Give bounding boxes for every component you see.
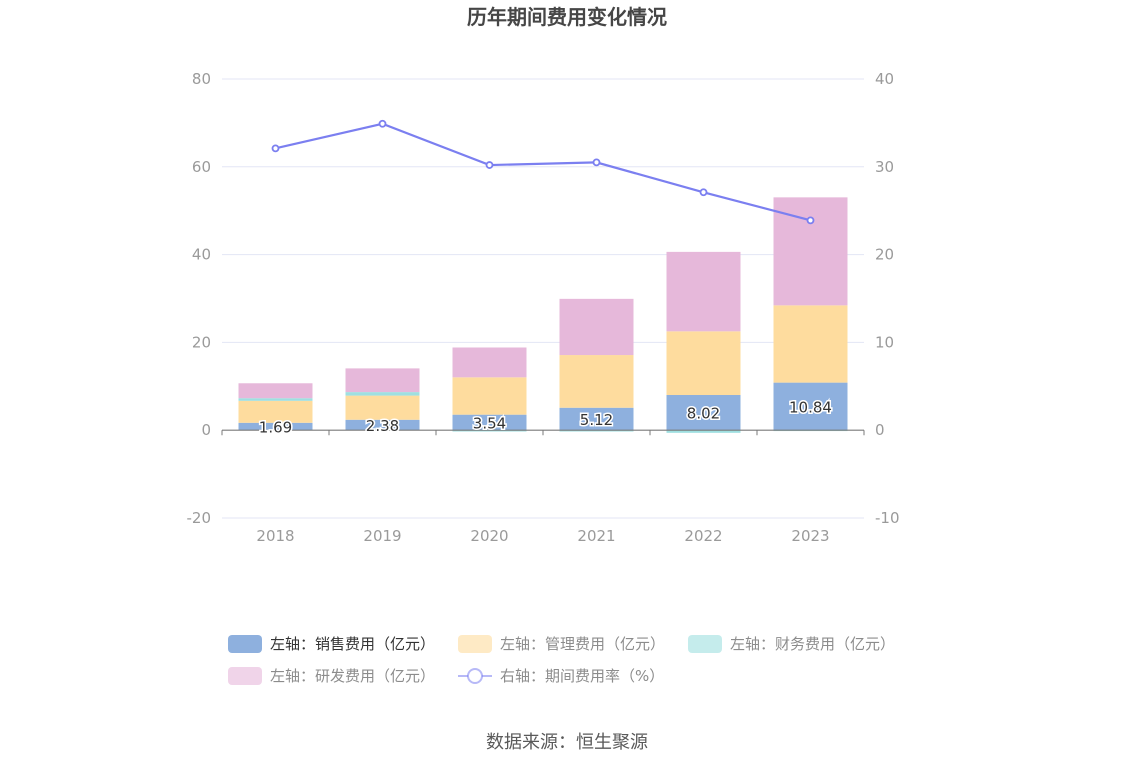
bar-segment [666, 331, 741, 395]
legend-item: 左轴：财务费用（亿元） [688, 635, 895, 653]
left-tick-label: 80 [192, 70, 211, 88]
x-tick-label: 2018 [256, 527, 294, 545]
bar-value-label: 1.69 [259, 418, 292, 436]
bar-segment [559, 407, 634, 431]
bar-segment [345, 392, 420, 396]
bar-segment [773, 305, 848, 383]
legend-item: 左轴：销售费用（亿元） [228, 635, 435, 653]
bar-segment [345, 368, 420, 393]
bar-segment [773, 382, 848, 431]
x-axis-ticks: 2018 2019 2020 2021 2022 2023 [256, 527, 829, 545]
rate-line [275, 122, 811, 222]
legend-swatch [228, 667, 262, 685]
legend-swatch [688, 635, 722, 653]
bar-segment [559, 298, 634, 356]
legend-label: 左轴：财务费用（亿元） [730, 635, 895, 653]
rate-point [485, 161, 494, 169]
bar-segment [666, 430, 741, 433]
legend-label: 左轴：管理费用（亿元） [500, 635, 665, 653]
bar-segment [452, 347, 527, 378]
legend-item: 右轴：期间费用率（%） [458, 667, 664, 685]
grid-lines [222, 78, 864, 519]
legend-swatch [228, 635, 262, 653]
bar-segment [345, 395, 420, 420]
legend-marker [467, 668, 483, 684]
data-labels: 1.69 2.38 3.54 5.12 8.02 10.84 [257, 397, 833, 438]
bar-segment [559, 430, 634, 432]
data-source: 数据来源：恒生聚源 [486, 732, 648, 753]
rate-point [699, 188, 708, 197]
left-tick-label: -20 [187, 509, 212, 527]
legend-item: 左轴：研发费用（亿元） [228, 667, 435, 685]
legend: 左轴：销售费用（亿元） 左轴：管理费用（亿元） 左轴：财务费用（亿元） 左轴：研发费用… [228, 635, 895, 685]
bar-segment [666, 394, 741, 431]
left-tick-label: 20 [192, 333, 211, 351]
rate-line-series [271, 119, 815, 225]
legend-label: 左轴：销售费用（亿元） [270, 635, 435, 653]
bar-value-label: 10.84 [789, 398, 832, 416]
bar-segment [345, 419, 420, 431]
left-axis-ticks: 80 60 40 20 0 -20 [187, 70, 212, 527]
right-axis-ticks: 40 30 20 10 0 -10 [875, 70, 900, 527]
bar-segment [452, 414, 527, 431]
chart-title: 历年期间费用变化情况 [467, 5, 667, 29]
legend-swatch [458, 635, 492, 653]
left-tick-label: 0 [201, 421, 211, 439]
left-tick-label: 40 [192, 246, 211, 264]
bar-segment [452, 430, 527, 432]
bar-segment [452, 377, 527, 415]
x-tick-label: 2023 [791, 527, 829, 545]
bar-segment [559, 355, 634, 408]
bar-segment [238, 383, 313, 399]
right-tick-label: 20 [875, 246, 894, 264]
bar-segment [666, 251, 741, 332]
bar-value-label: 2.38 [366, 417, 399, 435]
rate-point [806, 216, 815, 225]
bar-segment [773, 197, 848, 306]
x-tick-label: 2022 [684, 527, 722, 545]
right-tick-label: 10 [875, 333, 894, 351]
bar-segment [238, 422, 313, 431]
bar-segment [238, 398, 313, 401]
bar-segment [238, 400, 313, 423]
bar-value-label: 3.54 [473, 414, 506, 432]
left-tick-label: 60 [192, 158, 211, 176]
legend-label: 左轴：研发费用（亿元） [270, 667, 435, 685]
bar-series [238, 197, 848, 433]
rate-point [592, 158, 601, 167]
bar-value-label: 5.12 [580, 411, 613, 429]
rate-point [378, 119, 387, 128]
x-tick-label: 2020 [470, 527, 508, 545]
x-tick-label: 2019 [363, 527, 401, 545]
right-tick-label: -10 [875, 509, 900, 527]
bar-value-label: 8.02 [687, 405, 720, 423]
right-tick-label: 0 [875, 421, 885, 439]
right-tick-label: 40 [875, 70, 894, 88]
legend-item: 左轴：管理费用（亿元） [458, 635, 665, 653]
legend-label: 右轴：期间费用率（%） [500, 667, 664, 685]
rate-point [271, 144, 280, 153]
x-tick-label: 2021 [577, 527, 615, 545]
x-axis [221, 429, 865, 436]
right-tick-label: 30 [875, 158, 894, 176]
